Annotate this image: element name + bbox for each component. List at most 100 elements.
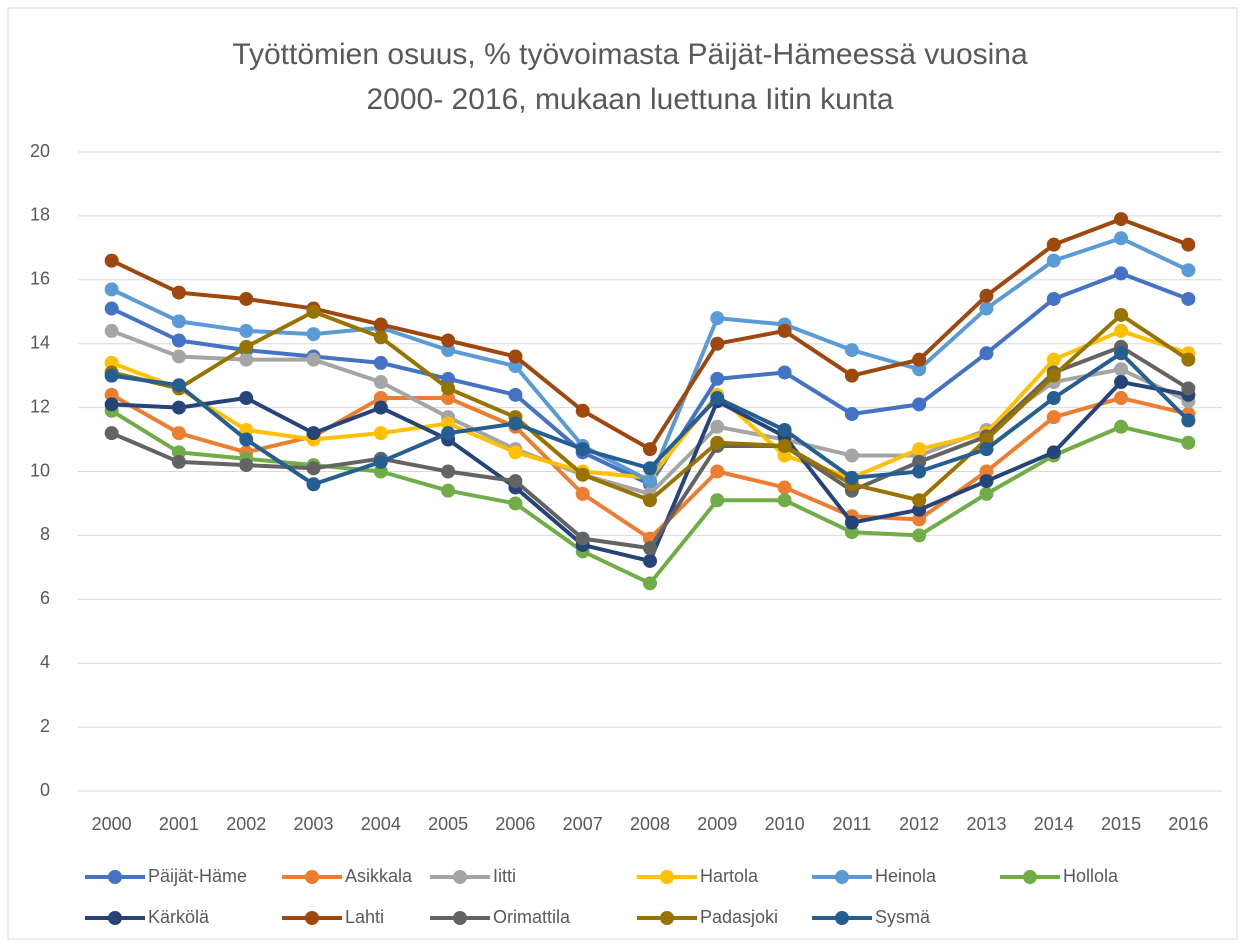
data-point <box>710 493 725 508</box>
y-tick-label: 10 <box>30 460 50 480</box>
data-point <box>575 442 590 457</box>
y-tick-label: 16 <box>30 269 50 289</box>
legend-marker <box>453 870 467 884</box>
data-point <box>171 349 186 364</box>
legend-marker <box>660 870 674 884</box>
data-point <box>508 445 523 460</box>
data-point <box>979 346 994 361</box>
legend-marker <box>305 870 319 884</box>
legend-marker <box>835 911 849 925</box>
data-point <box>373 317 388 332</box>
data-point <box>643 461 657 476</box>
data-point <box>373 355 388 370</box>
x-tick-label: 2007 <box>563 814 603 834</box>
data-point <box>306 477 321 492</box>
x-tick-label: 2008 <box>630 814 670 834</box>
data-point <box>441 333 456 348</box>
data-point <box>1181 435 1196 450</box>
data-point <box>239 432 254 447</box>
legend-marker <box>835 870 849 884</box>
data-point <box>306 352 321 367</box>
data-point <box>643 474 657 489</box>
x-tick-label: 2004 <box>361 814 401 834</box>
x-tick-label: 2016 <box>1168 814 1208 834</box>
data-point <box>441 391 456 406</box>
data-point <box>306 327 321 342</box>
data-point <box>710 371 725 386</box>
data-point <box>373 454 388 469</box>
data-point <box>777 422 792 437</box>
data-point <box>104 323 119 338</box>
legend-label: Hartola <box>700 866 759 886</box>
data-point <box>1046 368 1061 383</box>
x-tick-label: 2001 <box>159 814 199 834</box>
x-tick-label: 2010 <box>765 814 805 834</box>
data-point <box>912 528 927 543</box>
data-point <box>844 515 859 530</box>
data-point <box>104 282 119 297</box>
data-point <box>1114 231 1129 246</box>
data-point <box>171 378 186 393</box>
legend-label: Padasjoki <box>700 907 778 927</box>
data-point <box>171 426 186 441</box>
data-point <box>1181 381 1196 396</box>
data-point <box>1114 419 1129 434</box>
legend-label: Asikkala <box>345 866 413 886</box>
x-tick-label: 2015 <box>1101 814 1141 834</box>
data-point <box>1114 212 1129 227</box>
data-point <box>239 323 254 338</box>
data-point <box>1046 410 1061 425</box>
data-point <box>1046 237 1061 252</box>
data-point <box>979 464 994 479</box>
data-point <box>777 438 792 453</box>
data-point <box>844 470 859 485</box>
data-point <box>912 454 927 469</box>
data-point <box>643 541 657 556</box>
data-point <box>844 343 859 358</box>
legend-label: Sysmä <box>875 907 931 927</box>
data-point <box>1046 253 1061 268</box>
legend-label: Lahti <box>345 907 384 927</box>
data-point <box>979 288 994 303</box>
data-point <box>508 349 523 364</box>
data-point <box>575 531 590 546</box>
x-tick-label: 2009 <box>697 814 737 834</box>
data-point <box>239 291 254 306</box>
data-point <box>912 512 927 527</box>
data-point <box>441 371 456 386</box>
data-point <box>575 467 590 482</box>
data-point <box>1114 391 1129 406</box>
data-point <box>104 397 119 412</box>
data-point <box>710 311 725 326</box>
y-tick-label: 6 <box>40 588 50 608</box>
data-point <box>1181 291 1196 306</box>
y-tick-label: 12 <box>30 396 50 416</box>
legend-marker <box>1023 870 1037 884</box>
legend-label: Orimattila <box>493 907 571 927</box>
data-point <box>306 461 321 476</box>
data-point <box>575 486 590 501</box>
data-point <box>979 301 994 316</box>
legend-label: Päijät-Häme <box>148 866 247 886</box>
data-point <box>777 480 792 495</box>
data-point <box>239 339 254 354</box>
data-point <box>171 333 186 348</box>
data-point <box>239 422 254 437</box>
data-point <box>844 448 859 463</box>
x-tick-label: 2014 <box>1034 814 1074 834</box>
data-point <box>575 403 590 418</box>
y-tick-label: 18 <box>30 205 50 225</box>
data-point <box>441 464 456 479</box>
data-point <box>441 416 456 431</box>
y-tick-label: 20 <box>30 141 50 161</box>
data-point <box>1181 413 1196 428</box>
data-point <box>171 445 186 460</box>
data-point <box>979 442 994 457</box>
data-point <box>1046 391 1061 406</box>
data-point <box>171 400 186 415</box>
data-point <box>710 336 725 351</box>
data-point <box>777 448 792 463</box>
x-tick-label: 2006 <box>495 814 535 834</box>
legend-label: Hollola <box>1063 866 1119 886</box>
